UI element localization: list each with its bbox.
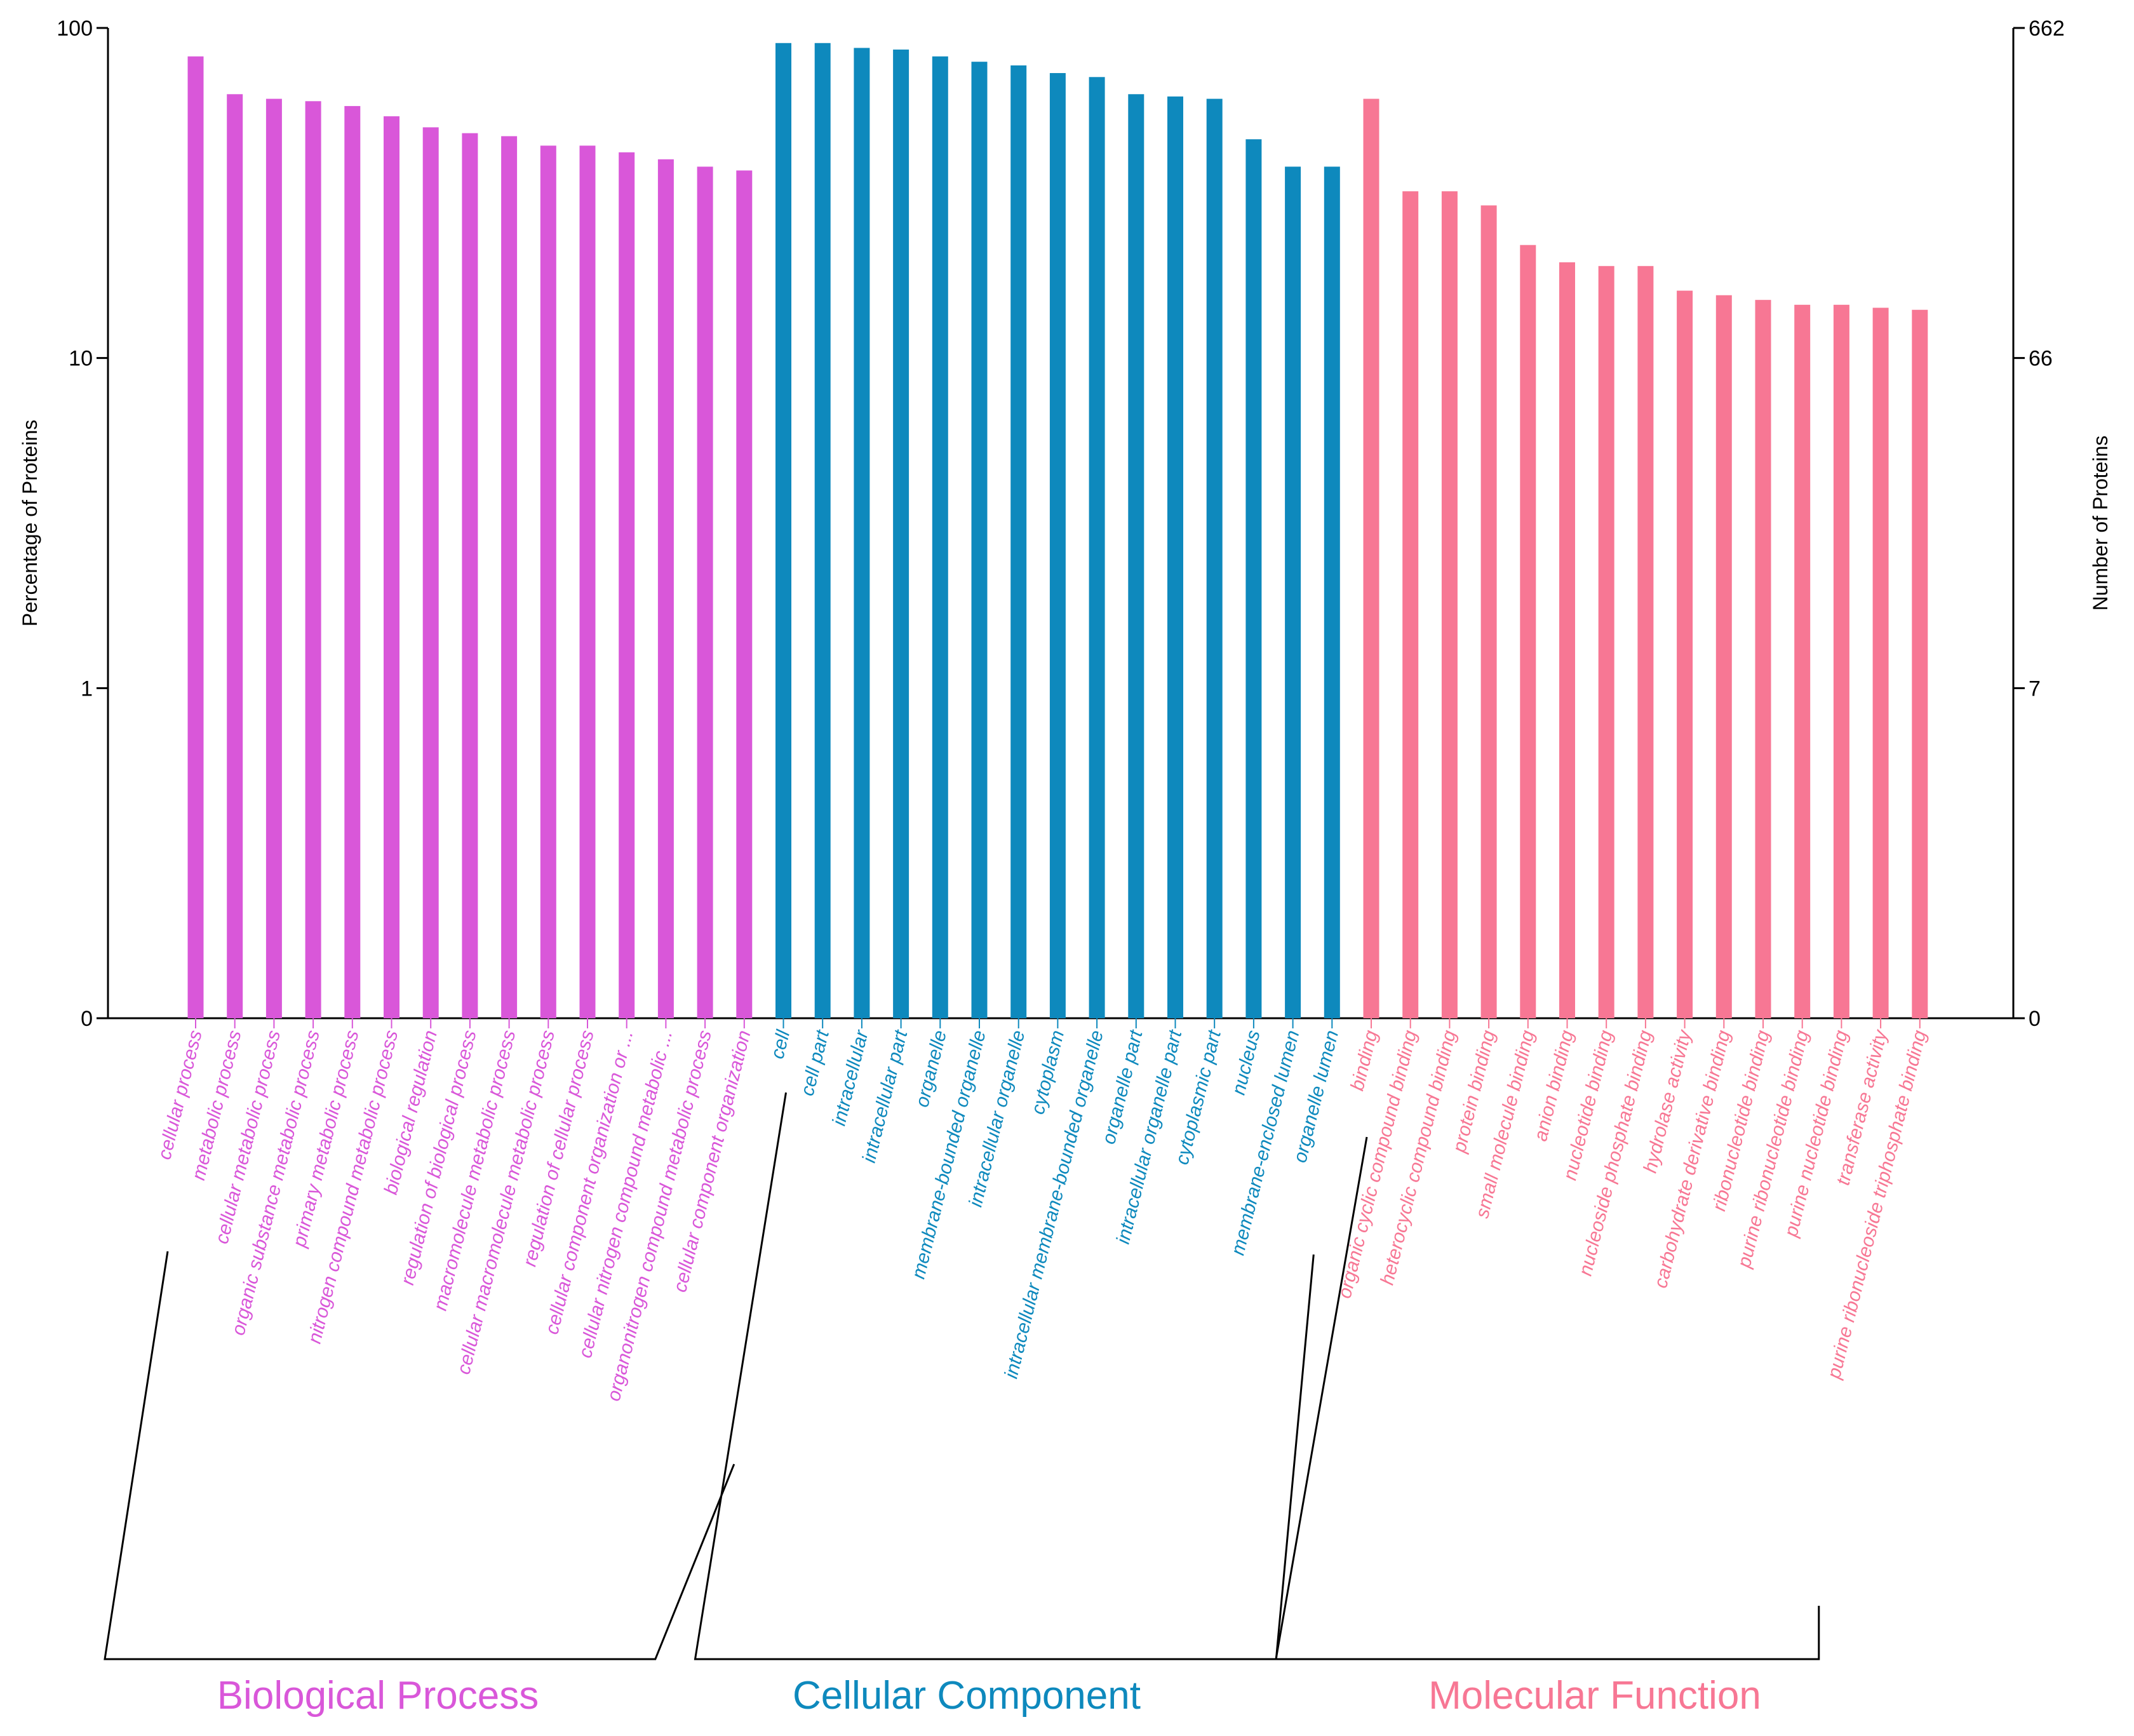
bar bbox=[1089, 77, 1105, 1018]
bar bbox=[1480, 205, 1497, 1019]
right-tick-label: 7 bbox=[2029, 676, 2041, 701]
bar bbox=[305, 101, 321, 1019]
bar bbox=[1872, 307, 1889, 1019]
bar bbox=[1049, 73, 1066, 1018]
bar bbox=[893, 50, 909, 1019]
right-tick-label: 66 bbox=[2029, 347, 2053, 371]
category-label: anion binding bbox=[1530, 1028, 1578, 1143]
bar bbox=[1206, 98, 1223, 1019]
bar bbox=[1677, 290, 1693, 1019]
bar bbox=[1324, 166, 1340, 1019]
left-tick-label: 1 bbox=[81, 676, 93, 701]
y-axis-title-right: Number of Proteins bbox=[2089, 436, 2112, 611]
category-label: nucleus bbox=[1228, 1028, 1265, 1097]
category-label: cytoplasm bbox=[1028, 1028, 1069, 1117]
bar bbox=[1637, 266, 1654, 1018]
bar bbox=[619, 152, 635, 1018]
bar bbox=[227, 94, 243, 1019]
bar bbox=[1441, 191, 1458, 1018]
bar bbox=[422, 127, 439, 1018]
group-bracket bbox=[1275, 1136, 1820, 1660]
bar bbox=[1715, 295, 1732, 1019]
bar bbox=[1794, 304, 1811, 1018]
bar bbox=[971, 62, 988, 1018]
group-bracket bbox=[104, 1251, 735, 1660]
right-tick-label: 0 bbox=[2029, 1007, 2041, 1031]
bar bbox=[1167, 96, 1183, 1019]
category-label: cell bbox=[767, 1027, 794, 1061]
bar bbox=[1598, 266, 1614, 1018]
bar bbox=[1245, 139, 1262, 1018]
bar bbox=[814, 43, 831, 1018]
category-label: organelle part bbox=[1098, 1027, 1147, 1147]
category-label: cell part bbox=[797, 1027, 834, 1098]
bar bbox=[540, 145, 556, 1018]
bar bbox=[1010, 65, 1027, 1019]
bar bbox=[462, 133, 478, 1018]
bar bbox=[265, 98, 282, 1019]
bar bbox=[775, 43, 791, 1018]
y-axis-title-left: Percentage of Proteins bbox=[18, 420, 41, 627]
bar bbox=[1559, 262, 1575, 1019]
bars bbox=[187, 43, 1928, 1028]
bar bbox=[187, 56, 204, 1018]
group-title: Molecular Function bbox=[1428, 1674, 1761, 1718]
bar bbox=[344, 105, 361, 1018]
bar bbox=[1285, 166, 1301, 1019]
bar bbox=[501, 136, 518, 1019]
group-title: Biological Process bbox=[217, 1674, 539, 1718]
bar bbox=[1755, 300, 1771, 1018]
category-label: binding bbox=[1346, 1028, 1382, 1093]
group-bracket bbox=[694, 1092, 1315, 1660]
group-brackets: Biological Process Cellular Component Mole… bbox=[104, 1092, 1820, 1718]
bar bbox=[1833, 304, 1849, 1018]
bar bbox=[1128, 94, 1144, 1019]
left-tick-label: 10 bbox=[69, 347, 93, 371]
bar bbox=[697, 166, 713, 1019]
bar bbox=[1363, 98, 1379, 1019]
bar bbox=[657, 159, 674, 1019]
bar bbox=[1402, 191, 1419, 1018]
category-label: intracellular bbox=[829, 1028, 873, 1128]
bar bbox=[736, 170, 753, 1019]
category-label: organelle bbox=[911, 1028, 951, 1110]
bar bbox=[384, 116, 399, 1018]
bar bbox=[1912, 309, 1928, 1019]
left-tick-label: 100 bbox=[57, 17, 93, 41]
left-tick-label: 0 bbox=[81, 1007, 93, 1031]
right-tick-label: 662 bbox=[2029, 17, 2065, 41]
bar bbox=[579, 145, 596, 1018]
bar bbox=[1520, 245, 1536, 1019]
group-title: Cellular Component bbox=[793, 1674, 1141, 1718]
bar bbox=[854, 48, 870, 1019]
bar bbox=[932, 56, 948, 1018]
